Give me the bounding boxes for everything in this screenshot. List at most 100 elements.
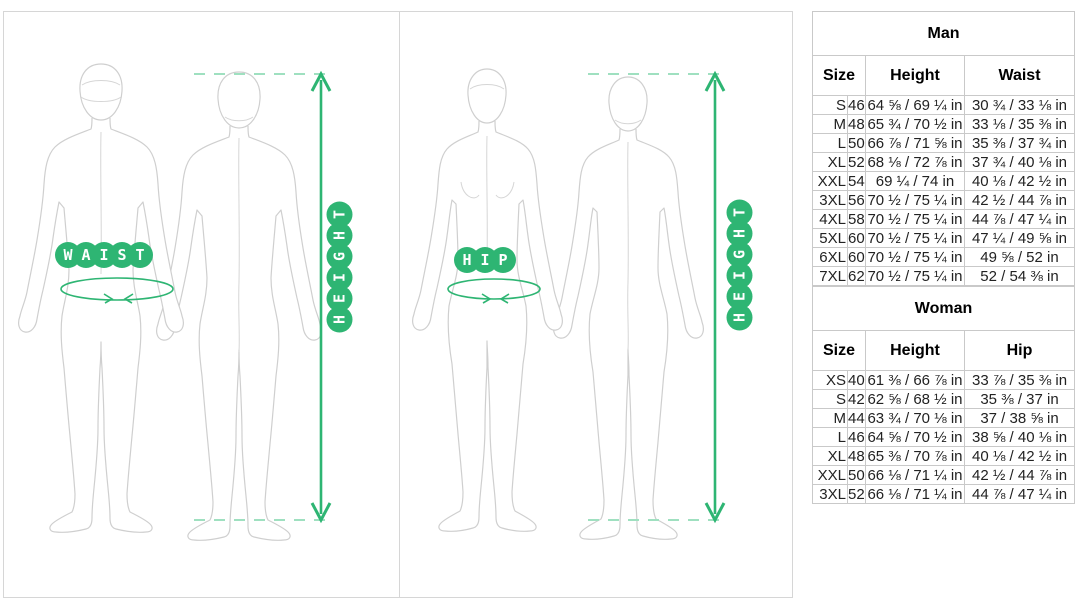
height-measure-arrow bbox=[194, 70, 334, 524]
cell-girth: 44 ⅞ / 47 ¼ in bbox=[963, 484, 1076, 504]
woman-table-title: Woman bbox=[811, 286, 1076, 331]
cell-girth: 38 ⅝ / 40 ⅛ in bbox=[963, 427, 1076, 447]
cell-height: 70 ½ / 75 ¼ in bbox=[865, 209, 965, 229]
cell-height: 70 ½ / 75 ¼ in bbox=[865, 228, 965, 248]
size-row: M 44 63 ¾ / 70 ⅛ in 37 / 38 ⅝ in bbox=[812, 408, 1076, 428]
arrowhead-down-icon bbox=[310, 502, 332, 524]
cell-eu: 58 bbox=[847, 209, 866, 229]
cell-height: 66 ⅞ / 71 ⅝ in bbox=[865, 133, 965, 153]
column-header-size: Size bbox=[812, 330, 866, 371]
cell-girth: 52 / 54 ⅜ in bbox=[964, 266, 1075, 286]
cell-girth: 49 ⅝ / 52 in bbox=[964, 247, 1075, 267]
cell-eu: 60 bbox=[847, 247, 866, 267]
cell-height: 61 ⅜ / 66 ⅞ in bbox=[865, 370, 965, 390]
cell-height: 69 ¼ / 74 in bbox=[865, 171, 965, 191]
column-header-hip: Hip bbox=[963, 330, 1076, 371]
size-row: L 46 64 ⅝ / 70 ½ in 38 ⅝ / 40 ⅛ in bbox=[812, 427, 1076, 447]
size-row: XL 52 68 ⅛ / 72 ⅞ in 37 ¾ / 40 ⅛ in bbox=[812, 152, 1075, 172]
cell-size: L bbox=[812, 427, 848, 447]
arrowhead-up-icon bbox=[310, 70, 332, 92]
cell-eu: 44 bbox=[847, 408, 866, 428]
size-row: M 48 65 ¾ / 70 ½ in 33 ⅛ / 35 ⅜ in bbox=[812, 114, 1075, 134]
cell-girth: 42 ½ / 44 ⅞ in bbox=[963, 465, 1076, 485]
size-row: S 42 62 ⅝ / 68 ½ in 35 ⅜ / 37 in bbox=[812, 389, 1076, 409]
man-size-table: Man Size Height Waist S 46 64 ⅝ / 69 ¼ in 3… bbox=[812, 11, 1075, 286]
arrowhead-left-icon bbox=[499, 293, 510, 304]
cell-height: 63 ¾ / 70 ⅛ in bbox=[865, 408, 965, 428]
cell-size: L bbox=[812, 133, 848, 153]
cell-girth: 47 ¼ / 49 ⅝ in bbox=[964, 228, 1075, 248]
cell-eu: 48 bbox=[847, 114, 866, 134]
size-row: 3XL 56 70 ½ / 75 ¼ in 42 ½ / 44 ⅞ in bbox=[812, 190, 1075, 210]
cell-girth: 42 ½ / 44 ⅞ in bbox=[964, 190, 1075, 210]
cell-eu: 42 bbox=[847, 389, 866, 409]
arrowhead-down-icon bbox=[704, 502, 726, 524]
size-row: XS 40 61 ⅜ / 66 ⅞ in 33 ⅞ / 35 ⅜ in bbox=[812, 370, 1076, 390]
waist-measure-ellipse bbox=[60, 277, 174, 304]
cell-size: XL bbox=[812, 152, 848, 172]
cell-eu: 50 bbox=[847, 465, 866, 485]
size-row: XXL 50 66 ⅛ / 71 ¼ in 42 ½ / 44 ⅞ in bbox=[812, 465, 1076, 485]
letter-circle: T bbox=[726, 199, 753, 226]
cell-eu: 40 bbox=[847, 370, 866, 390]
cell-girth: 37 ¾ / 40 ⅛ in bbox=[964, 152, 1075, 172]
arrowhead-up-icon bbox=[704, 70, 726, 92]
cell-height: 70 ½ / 75 ¼ in bbox=[865, 190, 965, 210]
size-tables: Man Size Height Waist S 46 64 ⅝ / 69 ¼ in 3… bbox=[811, 11, 1076, 504]
size-row: XXL 54 69 ¼ / 74 in 40 ⅛ / 42 ½ in bbox=[812, 171, 1075, 191]
cell-size: 5XL bbox=[812, 228, 848, 248]
cell-eu: 50 bbox=[847, 133, 866, 153]
letter-circle: T bbox=[127, 242, 153, 268]
woman-figures-illustration bbox=[412, 68, 728, 540]
cell-height: 66 ⅛ / 71 ¼ in bbox=[865, 465, 965, 485]
cell-size: S bbox=[812, 389, 848, 409]
cell-height: 65 ¾ / 70 ½ in bbox=[865, 114, 965, 134]
woman-size-table: Woman Size Height Hip XS 40 61 ⅜ / 66 ⅞ in… bbox=[811, 286, 1076, 504]
man-figures-illustration bbox=[18, 63, 334, 541]
cell-height: 68 ⅛ / 72 ⅞ in bbox=[865, 152, 965, 172]
cell-girth: 44 ⅞ / 47 ¼ in bbox=[964, 209, 1075, 229]
cell-eu: 60 bbox=[847, 228, 866, 248]
cell-eu: 62 bbox=[847, 266, 866, 286]
cell-size: 7XL bbox=[812, 266, 848, 286]
hip-measure-ellipse bbox=[447, 278, 541, 304]
man-table-title: Man bbox=[812, 11, 1075, 56]
cell-girth: 37 / 38 ⅝ in bbox=[963, 408, 1076, 428]
cell-girth: 33 ⅛ / 35 ⅜ in bbox=[964, 114, 1075, 134]
size-row: 6XL 60 70 ½ / 75 ¼ in 49 ⅝ / 52 in bbox=[812, 247, 1075, 267]
woman-figure-panel bbox=[400, 11, 793, 598]
woman-back-figure bbox=[553, 76, 704, 540]
cell-size: XXL bbox=[812, 171, 848, 191]
arrowhead-right-icon bbox=[481, 293, 492, 304]
cell-eu: 52 bbox=[847, 152, 866, 172]
cell-size: XS bbox=[812, 370, 848, 390]
cell-girth: 35 ⅜ / 37 ¾ in bbox=[964, 133, 1075, 153]
size-row: S 46 64 ⅝ / 69 ¼ in 30 ¾ / 33 ⅛ in bbox=[812, 95, 1075, 115]
cell-height: 65 ⅜ / 70 ⅞ in bbox=[865, 446, 965, 466]
cell-height: 66 ⅛ / 71 ¼ in bbox=[865, 484, 965, 504]
size-row: L 50 66 ⅞ / 71 ⅝ in 35 ⅜ / 37 ¾ in bbox=[812, 133, 1075, 153]
column-header-size: Size bbox=[812, 55, 866, 96]
column-header-height: Height bbox=[865, 330, 965, 371]
cell-size: S bbox=[812, 95, 848, 115]
size-row: 3XL 52 66 ⅛ / 71 ¼ in 44 ⅞ / 47 ¼ in bbox=[812, 484, 1076, 504]
cell-size: 4XL bbox=[812, 209, 848, 229]
arrowhead-left-icon bbox=[123, 293, 134, 304]
cell-girth: 35 ⅜ / 37 in bbox=[963, 389, 1076, 409]
cell-height: 70 ½ / 75 ¼ in bbox=[865, 247, 965, 267]
cell-eu: 46 bbox=[847, 95, 866, 115]
column-header-waist: Waist bbox=[964, 55, 1075, 96]
size-row: 4XL 58 70 ½ / 75 ¼ in 44 ⅞ / 47 ¼ in bbox=[812, 209, 1075, 229]
cell-eu: 52 bbox=[847, 484, 866, 504]
cell-size: XXL bbox=[812, 465, 848, 485]
cell-height: 70 ½ / 75 ¼ in bbox=[865, 266, 965, 286]
cell-girth: 30 ¾ / 33 ⅛ in bbox=[964, 95, 1075, 115]
column-header-height: Height bbox=[865, 55, 965, 96]
cell-size: 3XL bbox=[812, 190, 848, 210]
cell-eu: 46 bbox=[847, 427, 866, 447]
man-front-figure bbox=[18, 63, 184, 533]
